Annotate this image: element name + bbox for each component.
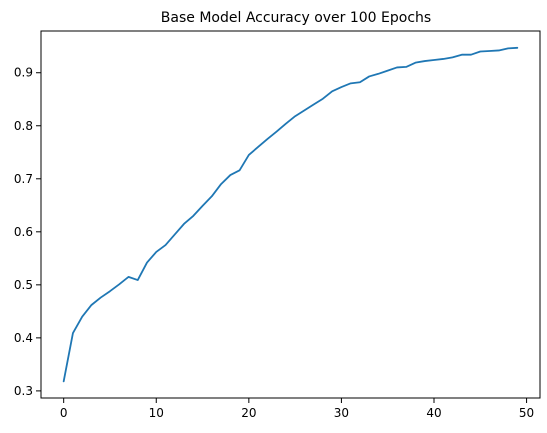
y-tick-label: 0.8 [14, 119, 33, 133]
x-tick-label: 20 [241, 406, 256, 420]
series-layer [64, 48, 518, 382]
series-line [64, 48, 518, 382]
points-layer [64, 48, 518, 382]
x-tick-label: 10 [149, 406, 164, 420]
y-tick-label: 0.5 [14, 278, 33, 292]
plot-frame [41, 31, 540, 398]
y-tick-label: 0.6 [14, 225, 33, 239]
x-tick-label: 50 [519, 406, 534, 420]
chart-title: Base Model Accuracy over 100 Epochs [161, 10, 431, 26]
x-tick-label: 30 [334, 406, 349, 420]
y-tick-label: 0.4 [14, 331, 33, 345]
x-tick-label: 0 [60, 406, 68, 420]
axes-layer [41, 31, 540, 398]
y-tick-label: 0.7 [14, 172, 33, 186]
x-tick-label: 40 [426, 406, 441, 420]
y-tick-label: 0.9 [14, 66, 33, 80]
y-tick-label: 0.3 [14, 384, 33, 398]
ticks-layer: 0 10 20 30 40 50 0.3 0.4 0.5 0.6 0.7 0.8 0.9 [14, 66, 534, 420]
